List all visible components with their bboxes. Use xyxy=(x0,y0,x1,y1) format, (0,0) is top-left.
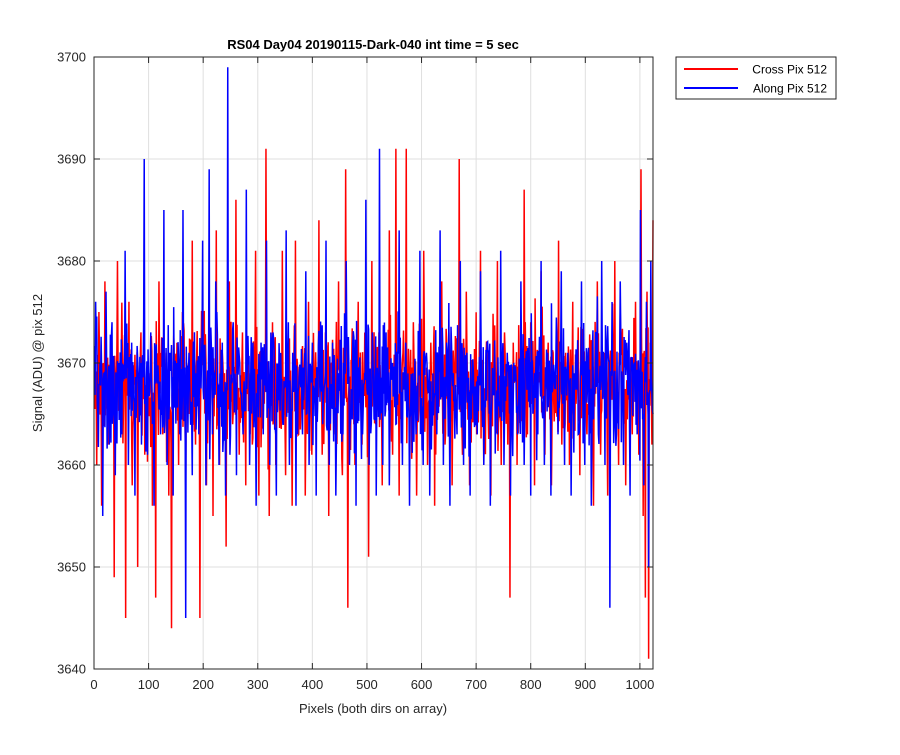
x-tick-label: 600 xyxy=(411,677,433,692)
y-tick-label: 3650 xyxy=(57,560,86,575)
x-axis: 0 100 200 300 400 500 600 700 800 900 1000 xyxy=(90,57,654,692)
y-tick-label: 3660 xyxy=(57,458,86,473)
x-tick-label: 200 xyxy=(192,677,214,692)
y-tick-label: 3690 xyxy=(57,152,86,167)
chart-title: RS04 Day04 20190115-Dark-040 int time = … xyxy=(227,37,519,52)
legend-label-along: Along Pix 512 xyxy=(753,82,827,96)
series-layer xyxy=(93,67,654,659)
y-tick-label: 3680 xyxy=(57,254,86,269)
x-tick-label: 1000 xyxy=(625,677,654,692)
x-tick-label: 400 xyxy=(302,677,324,692)
series-line-along-pix-512 xyxy=(93,67,654,619)
x-tick-label: 700 xyxy=(465,677,487,692)
legend-box xyxy=(675,56,837,100)
x-axis-label: Pixels (both dirs on array) xyxy=(299,701,447,716)
y-axis: 3640 3650 3660 3670 3680 3690 3700 xyxy=(57,50,653,677)
x-tick-label: 800 xyxy=(520,677,542,692)
x-tick-label: 100 xyxy=(138,677,160,692)
x-tick-label: 900 xyxy=(574,677,596,692)
y-axis-label: Signal (ADU) @ pix 512 xyxy=(30,294,45,432)
y-tick-label: 3700 xyxy=(57,50,86,65)
x-tick-label: 300 xyxy=(247,677,269,692)
x-tick-label: 500 xyxy=(356,677,378,692)
legend-label-cross: Cross Pix 512 xyxy=(752,63,827,77)
legend[interactable]: Cross Pix 512 Along Pix 512 xyxy=(675,56,837,100)
x-tick-label: 0 xyxy=(90,677,97,692)
y-tick-label: 3640 xyxy=(57,662,86,677)
y-tick-label: 3670 xyxy=(57,356,86,371)
